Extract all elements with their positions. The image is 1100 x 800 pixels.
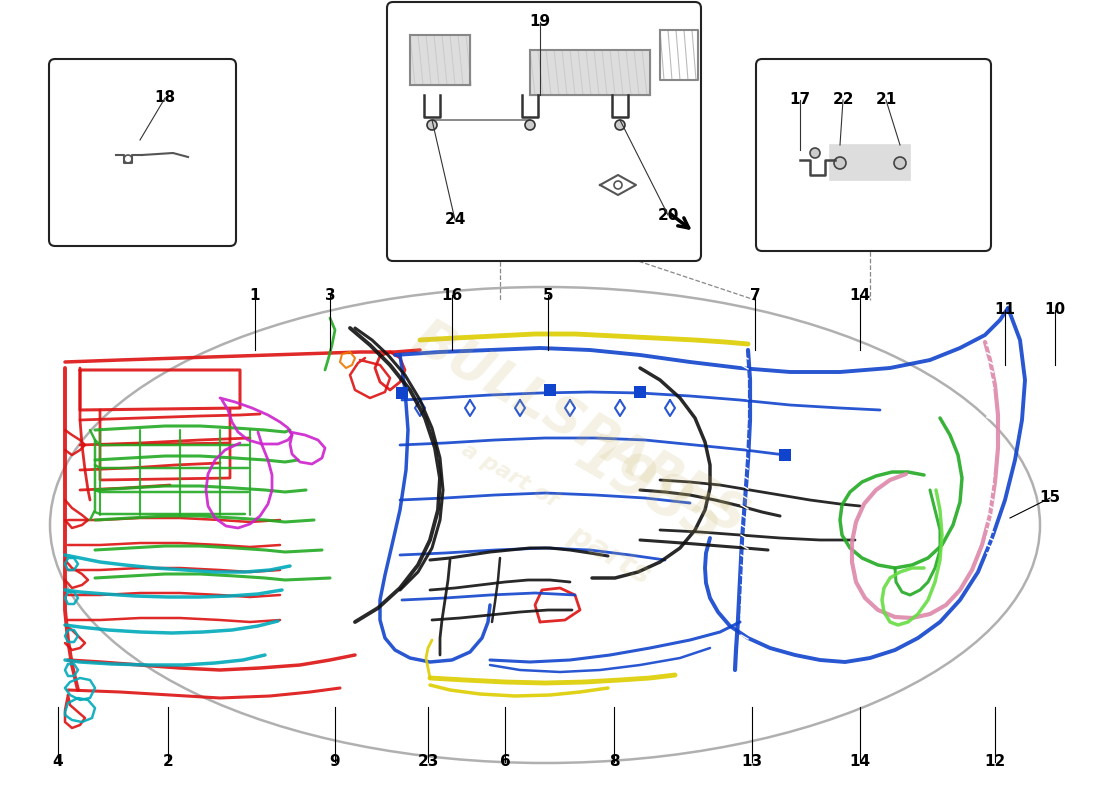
Bar: [410, 35, 470, 85]
Text: BULLSPARES: BULLSPARES: [404, 313, 757, 547]
Bar: [530, 50, 650, 95]
Circle shape: [525, 120, 535, 130]
Text: 6: 6: [499, 754, 510, 770]
Text: 8: 8: [608, 754, 619, 770]
Text: 1: 1: [250, 287, 261, 302]
Text: 9: 9: [330, 754, 340, 770]
Circle shape: [810, 148, 820, 158]
Text: 7: 7: [750, 287, 760, 302]
Bar: [544, 384, 556, 396]
Text: 14: 14: [849, 287, 870, 302]
FancyBboxPatch shape: [756, 59, 991, 251]
Text: 18: 18: [154, 90, 176, 106]
Text: 19: 19: [529, 14, 551, 30]
Bar: [634, 386, 646, 398]
Text: 2: 2: [163, 754, 174, 770]
Ellipse shape: [50, 287, 1040, 763]
Bar: [779, 449, 791, 461]
Circle shape: [834, 157, 846, 169]
FancyBboxPatch shape: [50, 59, 236, 246]
Text: 20: 20: [658, 207, 679, 222]
Text: 15: 15: [1040, 490, 1060, 506]
Text: 16: 16: [441, 287, 463, 302]
Text: 1985: 1985: [565, 425, 735, 555]
Text: 12: 12: [984, 754, 1005, 770]
Text: 10: 10: [1044, 302, 1066, 318]
Circle shape: [894, 157, 906, 169]
Text: 23: 23: [417, 754, 439, 770]
Bar: [396, 387, 408, 399]
Text: 21: 21: [876, 93, 896, 107]
Text: parts: parts: [563, 520, 657, 590]
Text: 14: 14: [849, 754, 870, 770]
Circle shape: [427, 120, 437, 130]
Text: 4: 4: [53, 754, 64, 770]
Bar: [830, 145, 910, 180]
Text: 24: 24: [444, 213, 465, 227]
Text: 13: 13: [741, 754, 762, 770]
Text: 22: 22: [833, 93, 854, 107]
Circle shape: [615, 120, 625, 130]
Text: 5: 5: [542, 287, 553, 302]
Text: 11: 11: [994, 302, 1015, 318]
Text: 17: 17: [790, 93, 811, 107]
Text: a part of: a part of: [459, 439, 562, 510]
Text: 3: 3: [324, 287, 336, 302]
FancyBboxPatch shape: [387, 2, 701, 261]
